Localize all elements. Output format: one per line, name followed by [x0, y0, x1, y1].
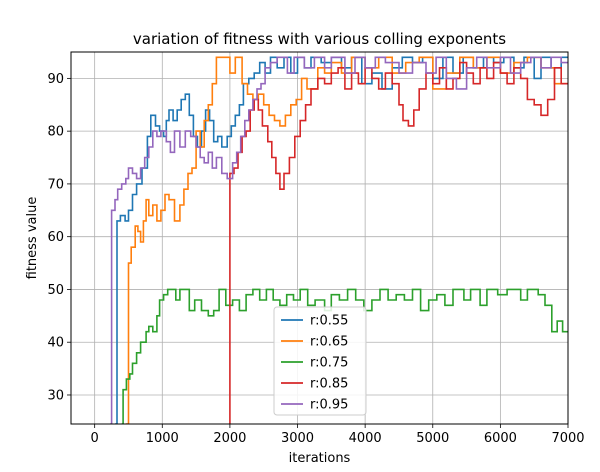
y-tick-label: 70	[47, 177, 64, 192]
x-tick-label: 2000	[213, 431, 246, 446]
y-tick-label: 40	[47, 336, 64, 351]
plot-frame	[70, 51, 569, 425]
y-tick-label: 60	[47, 230, 64, 245]
legend-label-4: r:0.85	[310, 377, 348, 392]
x-tick-label: 1000	[146, 431, 179, 446]
y-tick-label: 50	[47, 283, 64, 298]
legend-label-2: r:0.65	[310, 335, 348, 350]
x-tick-label: 6000	[484, 431, 517, 446]
x-tick-label: 7000	[551, 431, 584, 446]
x-tick-label: 3000	[281, 431, 314, 446]
y-tick-label: 30	[47, 388, 64, 403]
x-axis-label: iterations	[289, 451, 351, 466]
x-tick-label: 5000	[416, 431, 449, 446]
legend-label-5: r:0.95	[310, 398, 348, 413]
legend-label-1: r:0.55	[310, 314, 348, 329]
y-tick-label: 80	[47, 125, 64, 140]
series-group	[110, 56, 568, 424]
chart-title: variation of fitness with various collin…	[133, 30, 506, 48]
y-axis-label: fitness value	[25, 197, 40, 280]
series-line-5	[110, 56, 568, 424]
x-tick-label: 0	[91, 431, 99, 446]
y-tick-label: 90	[47, 72, 64, 87]
series-line-4	[229, 61, 568, 424]
axis-ticks: 0 1000 2000 3000 4000 5000 6000 7000 30 40 50 60 70 8…	[47, 72, 584, 446]
legend-box	[273, 306, 367, 416]
series-line-2	[125, 56, 568, 424]
legend: r:0.55 r:0.65 r:0.75 r:0.85 r:0.95	[273, 306, 367, 416]
legend-label-3: r:0.75	[310, 356, 348, 371]
series-line-3	[121, 288, 568, 424]
x-tick-label: 4000	[349, 431, 382, 446]
